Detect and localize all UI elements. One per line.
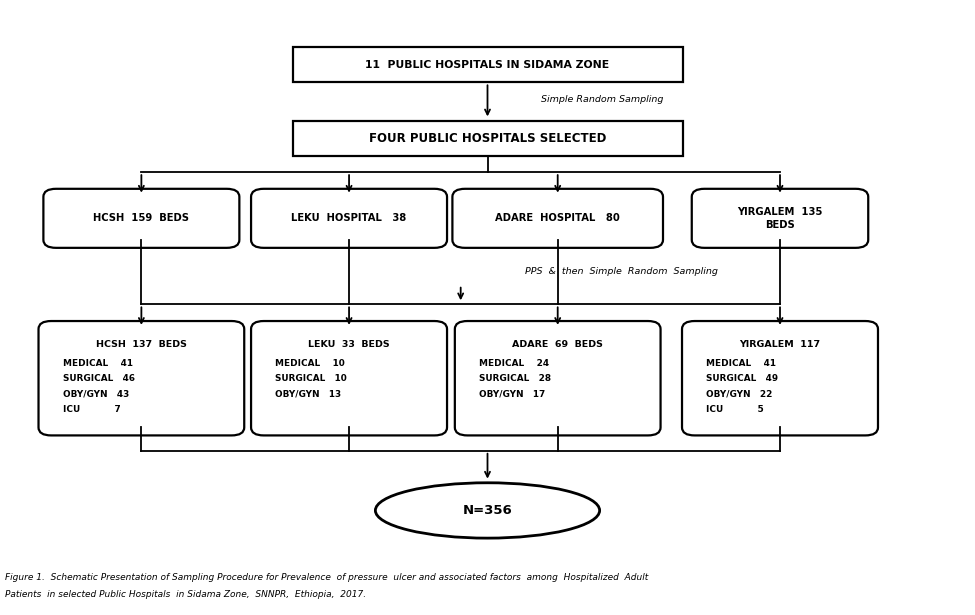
Text: Patients  in selected Public Hospitals  in Sidama Zone,  SNNPR,  Ethiopia,  2017: Patients in selected Public Hospitals in…	[5, 590, 366, 600]
FancyBboxPatch shape	[251, 321, 447, 435]
Text: SURGICAL   10: SURGICAL 10	[275, 374, 347, 383]
Text: FOUR PUBLIC HOSPITALS SELECTED: FOUR PUBLIC HOSPITALS SELECTED	[369, 132, 606, 145]
Text: YIRGALEM  135
BEDS: YIRGALEM 135 BEDS	[737, 207, 823, 230]
Text: OBY/GYN   13: OBY/GYN 13	[275, 389, 341, 399]
Text: MEDICAL    41: MEDICAL 41	[706, 359, 776, 368]
FancyBboxPatch shape	[692, 189, 869, 248]
Text: ADARE  HOSPITAL   80: ADARE HOSPITAL 80	[495, 213, 620, 223]
Text: Simple Random Sampling: Simple Random Sampling	[541, 95, 664, 104]
Text: YIRGALEM  117: YIRGALEM 117	[739, 340, 821, 349]
Text: HCSH  159  BEDS: HCSH 159 BEDS	[94, 213, 189, 223]
FancyBboxPatch shape	[292, 47, 682, 82]
FancyBboxPatch shape	[682, 321, 878, 435]
FancyBboxPatch shape	[454, 321, 660, 435]
Text: Figure 1.  Schematic Presentation of Sampling Procedure for Prevalence  of press: Figure 1. Schematic Presentation of Samp…	[5, 573, 648, 582]
Text: OBY/GYN   17: OBY/GYN 17	[479, 389, 545, 399]
Text: MEDICAL    41: MEDICAL 41	[62, 359, 133, 368]
Text: ICU           7: ICU 7	[62, 405, 121, 414]
FancyBboxPatch shape	[43, 189, 240, 248]
Text: MEDICAL    24: MEDICAL 24	[479, 359, 549, 368]
Text: ICU           5: ICU 5	[706, 405, 764, 414]
FancyBboxPatch shape	[292, 121, 682, 156]
Text: SURGICAL   28: SURGICAL 28	[479, 374, 551, 383]
Text: LEKU  HOSPITAL   38: LEKU HOSPITAL 38	[292, 213, 407, 223]
Text: N=356: N=356	[462, 504, 513, 517]
FancyBboxPatch shape	[452, 189, 663, 248]
Text: OBY/GYN   22: OBY/GYN 22	[706, 389, 773, 399]
FancyBboxPatch shape	[251, 189, 447, 248]
FancyBboxPatch shape	[38, 321, 244, 435]
Text: SURGICAL   49: SURGICAL 49	[706, 374, 778, 383]
Ellipse shape	[375, 483, 600, 538]
Text: LEKU  33  BEDS: LEKU 33 BEDS	[308, 340, 390, 349]
Text: PPS  &  then  Simple  Random  Sampling: PPS & then Simple Random Sampling	[525, 268, 718, 276]
Text: ADARE  69  BEDS: ADARE 69 BEDS	[512, 340, 604, 349]
Text: OBY/GYN   43: OBY/GYN 43	[62, 389, 129, 399]
Text: HCSH  137  BEDS: HCSH 137 BEDS	[96, 340, 187, 349]
Text: MEDICAL    10: MEDICAL 10	[275, 359, 345, 368]
Text: SURGICAL   46: SURGICAL 46	[62, 374, 135, 383]
Text: 11  PUBLIC HOSPITALS IN SIDAMA ZONE: 11 PUBLIC HOSPITALS IN SIDAMA ZONE	[366, 60, 609, 69]
